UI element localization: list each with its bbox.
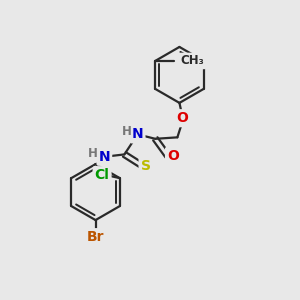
Text: H: H	[88, 147, 98, 160]
Text: O: O	[176, 111, 188, 125]
Text: H: H	[122, 125, 131, 138]
Text: Br: Br	[87, 230, 104, 244]
Text: S: S	[141, 159, 151, 172]
Text: O: O	[167, 149, 179, 163]
Text: CH₃: CH₃	[181, 54, 205, 68]
Text: Cl: Cl	[94, 168, 110, 182]
Text: N: N	[132, 128, 143, 141]
Text: N: N	[98, 150, 110, 164]
